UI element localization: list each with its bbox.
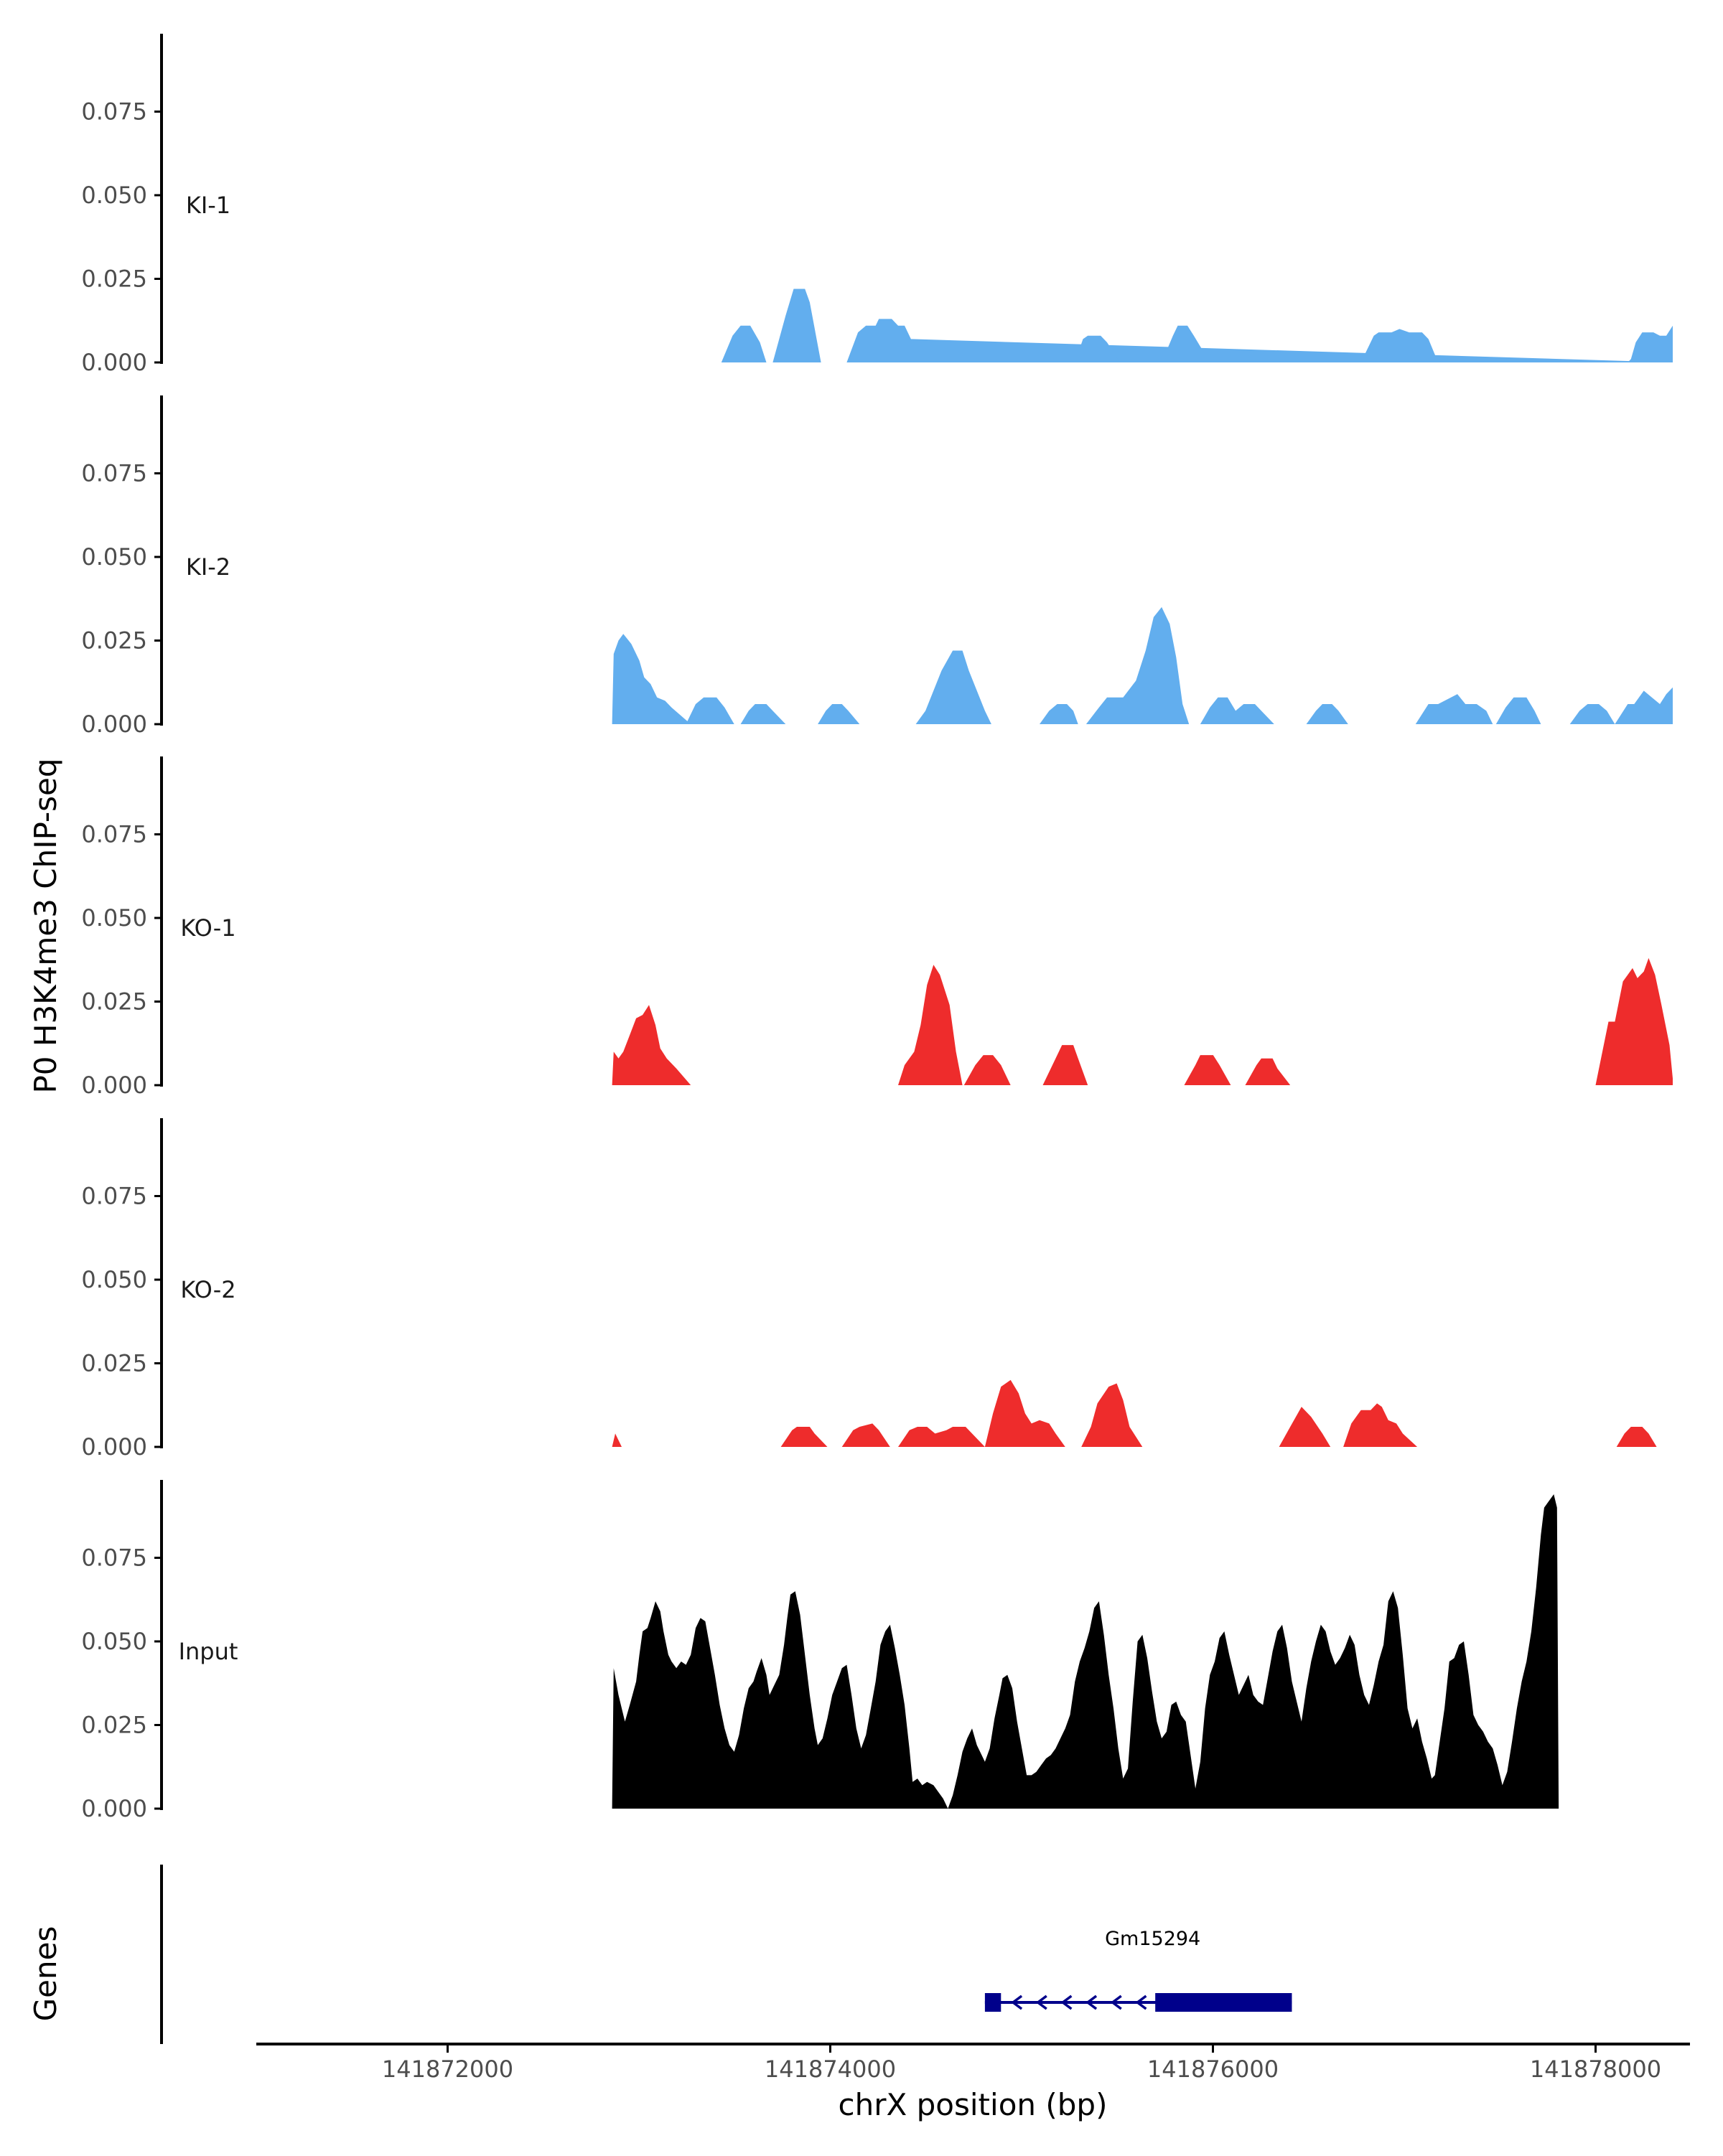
signal-area xyxy=(1075,335,1120,362)
signal-area xyxy=(1081,1383,1143,1447)
signal-area xyxy=(1200,697,1274,724)
track-label: Input xyxy=(179,1638,238,1665)
signal-area xyxy=(1360,329,1439,362)
y-tick-label: 0.050 xyxy=(81,1628,147,1655)
track-ko-1: 0.000 0.025 0.050 0.075 KO-1 xyxy=(81,756,1673,1099)
signal-area xyxy=(780,1427,828,1447)
signal-area xyxy=(1615,687,1673,724)
signal-area xyxy=(1040,704,1078,724)
gene-name-label: Gm15294 xyxy=(1105,1928,1200,1950)
y-tick-label: 0.050 xyxy=(81,543,147,571)
signal-area xyxy=(1495,697,1541,724)
x-tick-label: 141876000 xyxy=(1147,2056,1279,2083)
signal-area xyxy=(1569,704,1615,724)
y-tick-label: 0.025 xyxy=(81,988,147,1016)
y-axis-title: P0 H3K4me3 ChIP-seq xyxy=(28,758,63,1093)
signal-area xyxy=(1184,1055,1231,1085)
y-tick-label: 0.000 xyxy=(81,1795,147,1822)
gene-exon xyxy=(984,1993,1001,2012)
signal-area xyxy=(1042,1045,1088,1085)
y-tick-label: 0.075 xyxy=(81,1183,147,1210)
y-tick-label: 0.075 xyxy=(81,98,147,126)
x-tick-label: 141874000 xyxy=(765,2056,896,2083)
strand-arrow xyxy=(1060,1995,1073,2010)
y-tick-label: 0.000 xyxy=(81,349,147,376)
track-ki-1: 0.000 0.025 0.050 0.075 KI-1 xyxy=(81,34,1673,376)
signal-area xyxy=(1279,1407,1331,1447)
genes-axis-title: Genes xyxy=(28,1926,63,2022)
signal-area xyxy=(772,289,821,362)
signal-area xyxy=(1343,1403,1418,1447)
signal-area xyxy=(612,1433,622,1447)
track-label: KI-1 xyxy=(186,192,230,219)
gene-model: Gm15294 xyxy=(160,1865,1292,2044)
y-tick-label: 0.025 xyxy=(81,266,147,293)
signal-area xyxy=(686,697,734,724)
signal-area xyxy=(721,325,767,362)
signal-area xyxy=(948,1494,1559,1809)
signal-area xyxy=(612,1005,691,1085)
x-axis: 141872000 141874000 141876000 141878000 xyxy=(256,2043,1690,2083)
track-label: KI-2 xyxy=(186,553,230,581)
signal-area xyxy=(963,1055,1011,1085)
signal-area xyxy=(612,1591,948,1809)
y-tick-label: 0.075 xyxy=(81,821,147,848)
x-tick-label: 141878000 xyxy=(1530,2056,1661,2083)
signal-area xyxy=(612,634,691,724)
y-tick-label: 0.000 xyxy=(81,1433,147,1461)
y-tick-label: 0.000 xyxy=(81,711,147,738)
track-ki-2: 0.000 0.025 0.050 0.075 KI-2 xyxy=(81,395,1673,738)
signal-area xyxy=(846,319,1673,362)
y-tick-label: 0.050 xyxy=(81,904,147,932)
y-tick-label: 0.000 xyxy=(81,1072,147,1099)
y-tick-label: 0.025 xyxy=(81,627,147,655)
strand-arrow xyxy=(1035,1995,1047,2010)
signal-area xyxy=(984,1379,1065,1447)
signal-area xyxy=(898,965,963,1085)
signal-area xyxy=(1628,325,1673,362)
signal-area xyxy=(1595,957,1673,1085)
signal-area xyxy=(898,1427,985,1447)
signal-area xyxy=(740,704,786,724)
signal-area xyxy=(841,1423,890,1447)
signal-area xyxy=(1616,1427,1657,1447)
signal-area xyxy=(1245,1058,1291,1085)
y-tick-label: 0.075 xyxy=(81,1545,147,1572)
signal-area xyxy=(1415,694,1493,724)
y-tick-label: 0.025 xyxy=(81,1350,147,1377)
y-tick-label: 0.075 xyxy=(81,460,147,487)
signal-area xyxy=(1085,606,1190,724)
track-label: KO-2 xyxy=(180,1276,235,1303)
track-input: 0.000 0.025 0.050 0.075 Input xyxy=(81,1480,1559,1822)
signal-area xyxy=(915,650,991,724)
strand-arrow xyxy=(1135,1995,1147,2010)
track-ko-2: 0.000 0.025 0.050 0.075 KO-2 xyxy=(81,1118,1657,1461)
x-axis-title: chrX position (bp) xyxy=(839,2087,1108,2122)
tracks-layer: 0.0000.0250.0500.075KI-10.0000.0250.0500… xyxy=(81,34,1673,1822)
x-tick-label: 141872000 xyxy=(382,2056,513,2083)
strand-arrow xyxy=(1011,1995,1023,2010)
signal-area xyxy=(1162,325,1210,362)
y-tick-label: 0.025 xyxy=(81,1712,147,1739)
gene-exon xyxy=(1155,1993,1292,2012)
track-label: KO-1 xyxy=(180,914,235,942)
y-tick-label: 0.050 xyxy=(81,1266,147,1293)
strand-arrow xyxy=(1110,1995,1122,2010)
strand-arrow xyxy=(1085,1995,1098,2010)
signal-area xyxy=(818,704,860,724)
y-tick-label: 0.050 xyxy=(81,182,147,209)
signal-area xyxy=(1306,704,1348,724)
